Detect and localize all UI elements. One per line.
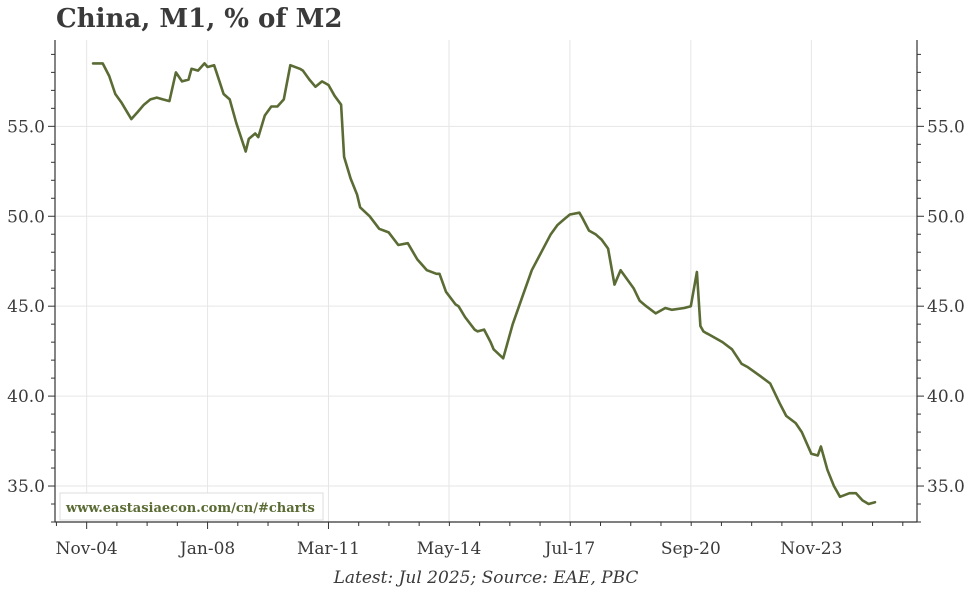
y-tick-label-right: 55.0	[927, 117, 965, 137]
x-tick-label: Nov-04	[56, 539, 118, 559]
y-tick-label-left: 50.0	[7, 207, 45, 227]
chart-title: China, M1, % of M2	[56, 4, 343, 34]
y-tick-label-right: 35.0	[927, 477, 965, 497]
y-tick-label-right: 40.0	[927, 387, 965, 407]
y-tick-label-right: 45.0	[927, 297, 965, 317]
y-tick-label-right: 50.0	[927, 207, 965, 227]
x-tick-label: Sep-20	[661, 539, 721, 559]
x-tick-label: Jan-08	[178, 539, 235, 559]
watermark-box: www.eastasiaecon.com/cn/#charts	[59, 492, 324, 521]
watermark-text: www.eastasiaecon.com/cn/#charts	[65, 501, 315, 516]
axes	[48, 40, 924, 529]
x-tick-label: May-14	[417, 539, 482, 559]
grid-lines	[55, 40, 917, 522]
y-tick-label-left: 55.0	[7, 117, 45, 137]
y-tick-label-left: 45.0	[7, 297, 45, 317]
x-tick-label: Jul-17	[543, 539, 596, 559]
y-tick-label-left: 40.0	[7, 387, 45, 407]
y-tick-label-left: 35.0	[7, 477, 45, 497]
source-note: Latest: Jul 2025; Source: EAE, PBC	[333, 568, 639, 588]
series-layer	[91, 62, 877, 506]
x-tick-label: Nov-23	[780, 539, 842, 559]
tick-labels: 35.0 35.0 40.0 40.0 45.0 45.0 50.0 50.0 55.0 55.0…	[7, 117, 965, 559]
watermark-border	[59, 492, 324, 521]
series-line	[91, 62, 877, 506]
x-tick-label: Mar-11	[297, 539, 360, 559]
